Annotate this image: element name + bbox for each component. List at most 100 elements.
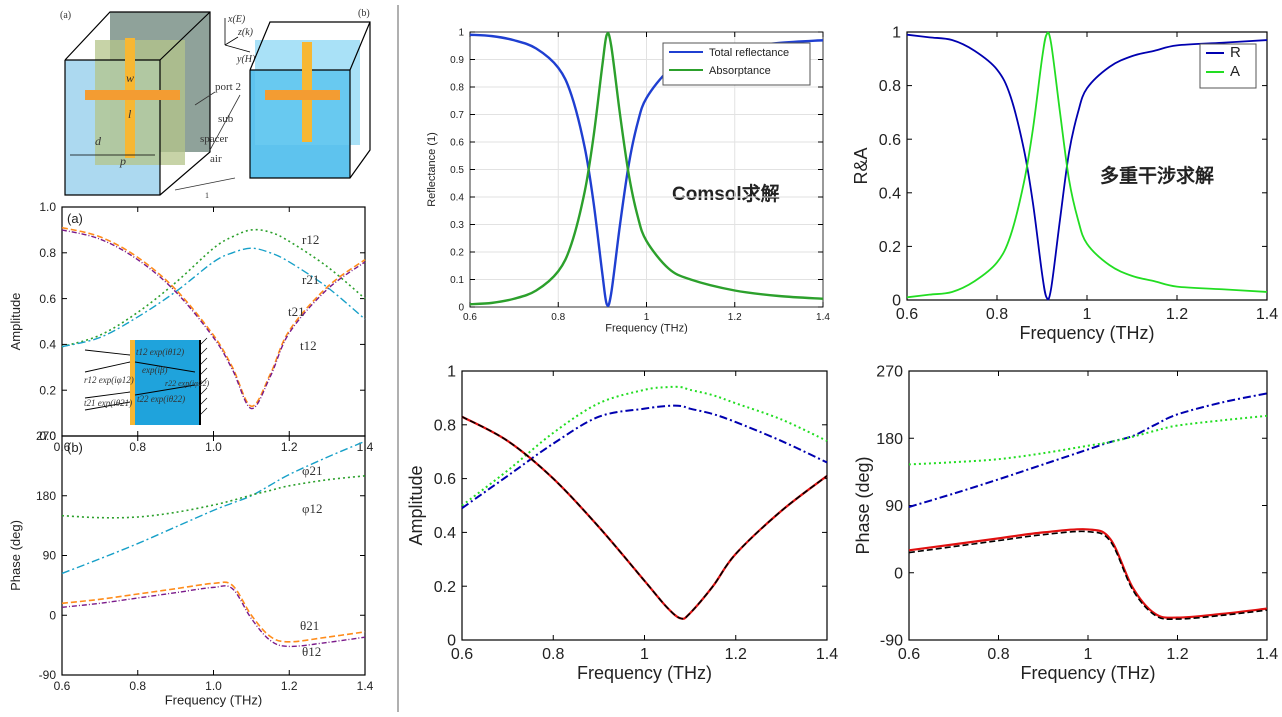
series-line-r12 [61, 228, 366, 348]
comsol-annotation: Comsol求解 [672, 182, 780, 205]
y-tick-label: 0.8 [879, 78, 901, 95]
axis-x-label: x(E) [227, 14, 246, 25]
series-line-absorptance [469, 32, 824, 306]
x-tick-label: 1.4 [1256, 306, 1278, 323]
panel-label: (b) [67, 440, 83, 455]
chart-comsol: 0.6 0.8 1 1.2 1.4 0 0.1 0.2 0.3 0.4 0.5 0.6 0.7 0.8 0.… [426, 28, 830, 335]
y-tick-label: 1.0 [39, 200, 56, 214]
inset-slab [130, 340, 200, 425]
series-line-red [908, 528, 1268, 619]
series-line-r [906, 33, 1268, 301]
y-tick-label: 0.6 [450, 138, 464, 149]
x-tick-label: 0.8 [987, 646, 1009, 663]
x-tick-label: 1.4 [1256, 646, 1278, 663]
series-line-green [908, 414, 1268, 466]
x-tick-label: 0.8 [551, 312, 565, 323]
cube-metal-layer [95, 40, 185, 165]
y-axis-label: Reflectance (1) [426, 132, 438, 207]
x-tick-label: 1.4 [357, 679, 374, 693]
x-axis-label: Frequency (THz) [577, 663, 712, 683]
x-tick-label: 1.2 [281, 679, 298, 693]
chart-calc_phase: 0.6 0.8 1 1.2 1.4 -90 0 90 180 270 Frequency (THz)… [853, 364, 1278, 684]
label-air: air [210, 153, 222, 165]
x-axis-label: Frequency (THz) [605, 323, 688, 335]
inset-t12: t12 exp(iθ12) [136, 347, 184, 357]
legend-box [1199, 43, 1257, 89]
axis-y-label: y(H) [236, 54, 256, 65]
y-tick-label: 0.8 [434, 417, 456, 434]
y-tick-label: 0 [892, 293, 901, 310]
x-tick-label: 1 [640, 646, 649, 663]
y-tick-label: 270 [876, 364, 903, 381]
label-d: d [95, 134, 102, 148]
plot-frame [908, 370, 1268, 641]
y-tick-label: 0.4 [39, 338, 56, 352]
multi-interference-annotation: 多重干涉求解 [1100, 164, 1214, 187]
plot-frame [461, 370, 828, 641]
x-tick-label: 1.4 [816, 646, 838, 663]
x-tick-label: 0.8 [986, 306, 1008, 323]
x-tick-label: 1.4 [816, 312, 830, 323]
y-tick-label: 0.2 [39, 383, 56, 397]
y-tick-label: 90 [43, 549, 57, 563]
y-tick-label: 0.4 [450, 193, 464, 204]
y-axis-label: Amplitude [8, 293, 23, 351]
inset-r22: r22 exp(iφ22) [165, 379, 210, 388]
schematic-label-b: (b) [358, 8, 370, 19]
schematic-label-a: (a) [60, 10, 71, 21]
y-tick-label: -90 [39, 668, 57, 682]
x-tick-label: 1.2 [281, 440, 298, 454]
x-axis-label: Frequency (THz) [165, 692, 263, 707]
panel-label: (a) [67, 211, 83, 226]
legend-label: R [1230, 44, 1241, 61]
x-tick-label: 1.2 [1166, 306, 1188, 323]
x-axis-label: Frequency (THz) [1020, 663, 1155, 683]
series-line-black [461, 416, 828, 620]
legend-box [662, 42, 811, 86]
series-line-t21 [61, 226, 366, 408]
y-tick-label: 0 [49, 608, 56, 622]
curve-label: r21 [302, 272, 319, 287]
unit-cell-schematic: (a) (b) w l d p x(E) z(k) y(H) port 2 [60, 8, 371, 200]
x-tick-label: 0.6 [463, 312, 477, 323]
series-line-blue [461, 404, 828, 510]
legend-label: A [1230, 63, 1240, 80]
y-tick-label: 180 [36, 489, 56, 503]
label-spacer: spacer [200, 133, 228, 145]
series-line-phi12 [61, 475, 366, 519]
x-tick-label: 1.2 [725, 646, 747, 663]
inset-diagram: t12 exp(iθ12) r12 exp(iφ12) exp(iβ) r22 … [84, 337, 210, 425]
y-axis-label: Amplitude [406, 465, 426, 545]
x-tick-label: 0.8 [542, 646, 564, 663]
x-tick-label: 1 [1083, 306, 1092, 323]
series-line-phi21 [61, 440, 366, 575]
x-tick-label: 0.6 [54, 679, 71, 693]
y-tick-label: 0.3 [450, 220, 464, 231]
y-tick-label: 0.2 [434, 579, 456, 596]
curve-label: φ21 [302, 463, 323, 478]
x-tick-label: 1 [644, 312, 650, 323]
x-tick-label: 1.0 [205, 679, 222, 693]
x-tick-label: 0.8 [129, 440, 146, 454]
series-line-a [906, 31, 1268, 299]
y-tick-label: 0.2 [879, 239, 901, 256]
y-tick-label: 0.0 [39, 429, 56, 443]
curve-label: θ12 [302, 644, 321, 659]
y-tick-label: 1 [447, 364, 456, 381]
inset-r12: r12 exp(iφ12) [84, 375, 134, 385]
inset-t21: t21 exp(iθ21) [84, 398, 132, 408]
label-l: l [128, 107, 132, 121]
y-tick-label: 0.4 [434, 525, 456, 542]
x-tick-label: 1.2 [728, 312, 742, 323]
legend-label: Total reflectance [709, 47, 789, 59]
label-sub: sub [218, 113, 234, 125]
label-w: w [126, 71, 134, 85]
y-tick-label: 0.8 [450, 83, 464, 94]
y-tick-label: 0.8 [39, 246, 56, 260]
series-line-theta21 [61, 581, 366, 643]
y-tick-label: -90 [880, 633, 903, 650]
y-tick-label: 1 [458, 28, 464, 39]
x-tick-label: 1.0 [205, 440, 222, 454]
